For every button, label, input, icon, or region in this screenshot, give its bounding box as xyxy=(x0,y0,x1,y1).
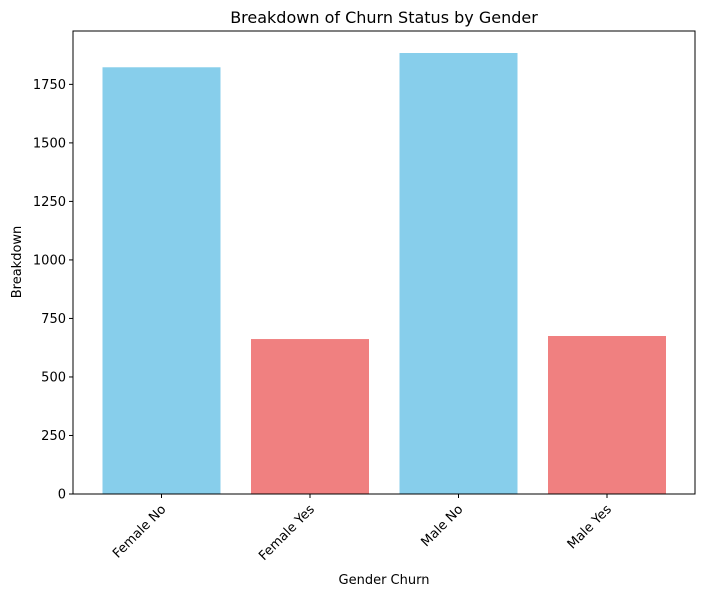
x-axis-label: Gender Churn xyxy=(339,573,430,588)
y-axis-label: Breakdown xyxy=(10,226,25,299)
x-axis: Female No Female Yes Male No Male Yes xyxy=(110,494,615,564)
plot-area-frame xyxy=(72,30,696,495)
x-tick-label: Female Yes xyxy=(256,502,318,564)
chart-title: Breakdown of Churn Status by Gender xyxy=(230,8,538,27)
x-tick-label: Female No xyxy=(110,502,169,561)
y-axis: 0 250 500 750 1000 1250 1500 1750 xyxy=(33,78,73,503)
bar-female-yes xyxy=(251,339,369,494)
y-tick-label: 500 xyxy=(41,370,66,385)
y-tick-label: 1250 xyxy=(33,195,66,210)
y-tick-label: 250 xyxy=(41,429,66,444)
bars-group xyxy=(102,53,666,495)
x-tick-label: Male Yes xyxy=(565,502,615,552)
y-tick-label: 1750 xyxy=(33,78,66,93)
bar-male-no xyxy=(399,53,518,495)
y-tick-label: 0 xyxy=(58,488,66,503)
bar-male-yes xyxy=(548,335,666,494)
y-tick-label: 750 xyxy=(41,312,66,327)
x-tick-label: Male No xyxy=(419,502,467,550)
y-tick-label: 1500 xyxy=(33,136,66,151)
bar-female-no xyxy=(102,67,221,494)
y-tick-label: 1000 xyxy=(33,253,66,268)
